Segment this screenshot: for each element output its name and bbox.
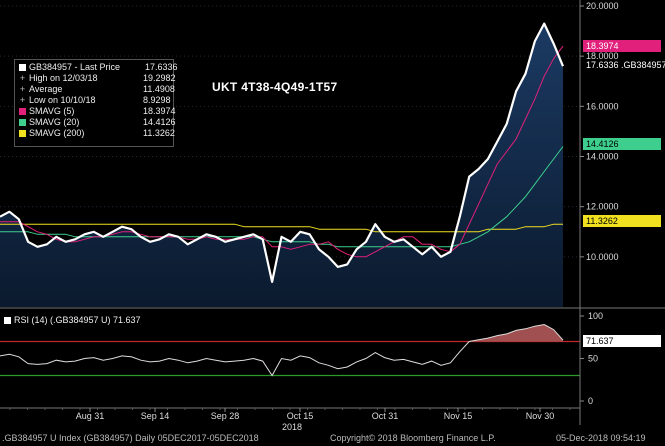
rsi-tick-label: 100 [588, 311, 603, 321]
legend-high-label: High on 12/03/18 [29, 73, 98, 83]
legend-low-label: Low on 10/10/18 [29, 95, 96, 105]
legend-sma5-value: 18.3974 [143, 106, 176, 116]
legend-low-value: 8.9298 [143, 95, 171, 105]
sma200-line [0, 223, 563, 233]
legend-box: GB384957 - Last Price 17.6336 + High on 1… [14, 59, 178, 147]
sma5-line [0, 45, 564, 258]
rsi-line [0, 323, 564, 377]
legend-row-avg: + Average 11.4908 [19, 84, 175, 95]
rsi-value-tag: 71.637 [583, 335, 661, 347]
x-tick-label: Oct 31 [372, 411, 399, 421]
legend-sma200-label: SMAVG (200) [29, 128, 85, 138]
x-year-label: 2018 [282, 422, 302, 432]
legend-high-value: 19.2982 [143, 73, 176, 83]
legend-row-sma20: SMAVG (20) 14.4126 [19, 117, 176, 128]
legend-swatch-sma200 [19, 130, 26, 137]
footer-bar: .GB384957 U Index (GB384957) Daily 05DEC… [0, 432, 665, 446]
legend-security: GB384957 - Last Price [29, 62, 121, 72]
legend-swatch-sma20 [19, 119, 26, 126]
sma20-price-tag: 14.4126 [583, 138, 661, 150]
x-tick-label: Aug 31 [76, 411, 105, 421]
footer-timestamp: 05-Dec-2018 09:54:19 [556, 433, 646, 443]
rsi-legend: RSI (14) (.GB384957 U) 71.637 [4, 315, 141, 325]
legend-row-sma5: SMAVG (5) 18.3974 [19, 106, 176, 117]
price-line [0, 22, 565, 283]
legend-swatch-price [19, 64, 26, 71]
legend-avg-label: Average [29, 84, 63, 94]
legend-row-low: + Low on 10/10/18 8.9298 [19, 95, 171, 106]
average-marker-icon: + [19, 84, 26, 94]
legend-row-high: + High on 12/03/18 19.2982 [19, 73, 176, 84]
x-tick-label: Sep 14 [141, 411, 170, 421]
y-tick-label: 18.0000 [586, 51, 619, 61]
legend-avg-value: 11.4908 [143, 84, 175, 94]
y-tick-label: 20.0000 [586, 1, 619, 11]
footer-security: .GB384957 U Index (GB384957) Daily 05DEC… [2, 433, 259, 443]
x-tick-label: Nov 30 [526, 411, 555, 421]
sma200-price-tag: 11.3262 [583, 215, 661, 227]
high-marker-icon: + [19, 73, 26, 83]
x-tick-label: Oct 15 [287, 411, 314, 421]
rsi-legend-label: RSI (14) (.GB384957 U) 71.637 [14, 315, 141, 325]
x-tick-label: Sep 28 [211, 411, 240, 421]
legend-last-value: 17.6336 [145, 62, 178, 72]
x-tick-label: Nov 15 [444, 411, 473, 421]
y-tick-label: 12.0000 [586, 202, 619, 212]
y-axis-ticks: 20.0000 18.0000 16.0000 14.0000 12.0000 10.00… [580, 1, 619, 406]
rsi-tick-label: 50 [588, 354, 598, 364]
low-marker-icon: + [19, 95, 26, 105]
footer-copyright: Copyright© 2018 Bloomberg Finance L.P. [330, 433, 496, 443]
legend-swatch-sma5 [19, 108, 26, 115]
price-area-fill [0, 23, 563, 307]
last-price-tag: 17.6336 .GB384957 [583, 59, 665, 71]
y-tick-label: 14.0000 [586, 152, 619, 162]
chart-title: UKT 4T38-4Q49-1T57 [212, 80, 338, 94]
y-tick-label: 16.0000 [586, 101, 619, 111]
rsi-tick-label: 0 [588, 396, 593, 406]
series-lines [0, 22, 565, 377]
legend-sma200-value: 11.3262 [143, 128, 175, 138]
y-tick-label: 10.0000 [586, 252, 619, 262]
sma5-price-tag: 18.3974 [583, 40, 661, 52]
legend-sma5-label: SMAVG (5) [29, 106, 75, 116]
rsi-legend-swatch [4, 317, 11, 324]
legend-row-last: GB384957 - Last Price 17.6336 [19, 62, 178, 73]
legend-sma20-label: SMAVG (20) [29, 117, 80, 127]
legend-sma20-value: 14.4126 [143, 117, 176, 127]
legend-row-sma200: SMAVG (200) 11.3262 [19, 128, 175, 139]
